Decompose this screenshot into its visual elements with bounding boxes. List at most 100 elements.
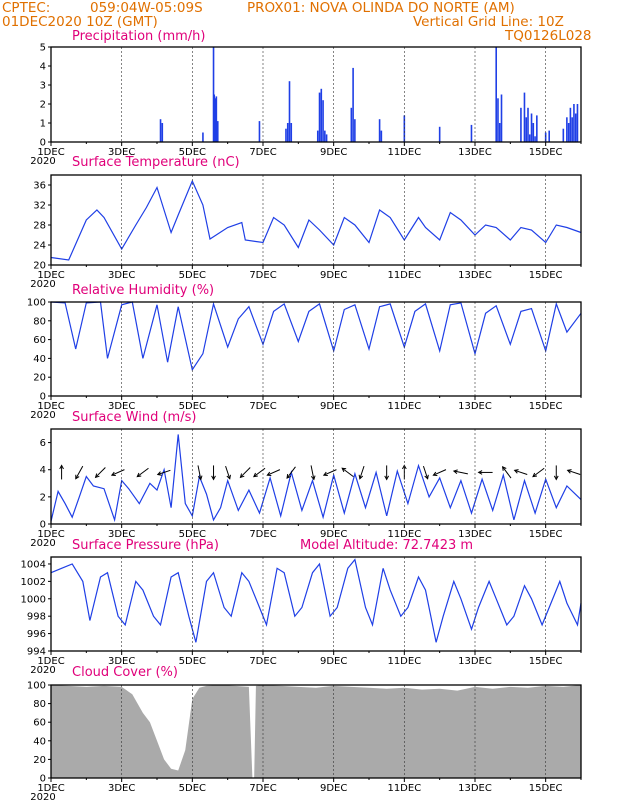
precip-bar bbox=[214, 98, 217, 142]
precip-bar bbox=[322, 100, 324, 142]
wind-arrow-head bbox=[59, 464, 64, 470]
cloud-title: Cloud Cover (%) bbox=[72, 665, 178, 680]
wind-arrow bbox=[111, 469, 125, 476]
precip-bar bbox=[497, 98, 499, 142]
y-tick-label: 998 bbox=[27, 612, 46, 623]
precip-bar bbox=[354, 119, 356, 142]
panel-frame bbox=[50, 556, 582, 652]
precip-bar bbox=[324, 130, 326, 142]
wind-arrow-head bbox=[310, 475, 316, 481]
header-date: 01DEC2020 10Z (GMT) bbox=[2, 14, 158, 30]
humidity-title: Relative Humidity (%) bbox=[72, 283, 215, 298]
precip-bar bbox=[544, 132, 547, 142]
wind-arrow bbox=[225, 465, 231, 479]
x-tick-label: 1DEC bbox=[37, 270, 64, 281]
header-coords: 059:04W-05:09S bbox=[90, 0, 203, 16]
x-tick-label: 9DEC bbox=[320, 783, 347, 794]
x-tick-label: 13DEC bbox=[458, 401, 492, 412]
x-tick-label: 9DEC bbox=[320, 270, 347, 281]
wind-arrow-head bbox=[322, 471, 328, 477]
wind-arrow bbox=[341, 467, 354, 478]
precip-bar bbox=[566, 117, 568, 142]
wind-arrow bbox=[453, 470, 468, 475]
precip-bar bbox=[495, 47, 497, 142]
precip-bar bbox=[574, 113, 577, 142]
wind-arrow bbox=[240, 467, 251, 478]
precip-bar bbox=[215, 96, 218, 142]
x-tick-label: 15DEC bbox=[529, 147, 563, 158]
wind-arrow-head bbox=[94, 473, 100, 479]
series-line-4 bbox=[50, 558, 582, 643]
y-tick-label: 40 bbox=[33, 354, 46, 365]
y-tick-label: 1002 bbox=[21, 577, 46, 588]
x-tick-label: 5DEC bbox=[179, 783, 206, 794]
series-line-3 bbox=[50, 434, 582, 523]
wind-arrow bbox=[532, 467, 545, 478]
y-tick-label: 20 bbox=[33, 373, 46, 384]
x-tick-label: 11DEC bbox=[387, 783, 421, 794]
wind-arrow-head bbox=[286, 473, 291, 479]
x-tick-label: 9DEC bbox=[320, 529, 347, 540]
y-tick-label: 994 bbox=[27, 647, 46, 658]
y-tick-label: 20 bbox=[33, 261, 46, 272]
precip-bar bbox=[320, 88, 323, 142]
precip-bar bbox=[316, 130, 319, 142]
wind-arrow-head bbox=[197, 475, 203, 481]
x-tick-label: 7DEC bbox=[249, 529, 276, 540]
y-tick-label: 1000 bbox=[21, 594, 46, 605]
x-tick-label: 11DEC bbox=[387, 147, 421, 158]
x-tick-label: 15DEC bbox=[529, 529, 563, 540]
panel-frame bbox=[50, 428, 582, 525]
y-tick-label: 80 bbox=[33, 699, 46, 710]
y-tick-label: 3 bbox=[40, 81, 46, 92]
header-grid-note: Vertical Grid Line: 10Z bbox=[413, 14, 564, 30]
wind-arrow-head bbox=[211, 475, 216, 481]
precip-bar bbox=[216, 121, 219, 142]
precip-bar bbox=[159, 119, 162, 142]
y-tick-label: 4 bbox=[40, 62, 46, 73]
wind-arrow-head bbox=[358, 474, 364, 480]
y-tick-label: 0 bbox=[40, 774, 46, 785]
wind-arrow bbox=[433, 469, 447, 476]
x-tick-label: 3DEC bbox=[108, 401, 135, 412]
panel-frame bbox=[50, 174, 582, 266]
y-tick-label: 4 bbox=[40, 465, 46, 476]
x-tick-label: 3DEC bbox=[108, 783, 135, 794]
x-tick-label: 15DEC bbox=[529, 783, 563, 794]
header-code: TQ0126L028 bbox=[505, 28, 592, 44]
x-tick-label: 7DEC bbox=[249, 147, 276, 158]
x-tick-label: 5DEC bbox=[179, 529, 206, 540]
pressure-title: Surface Pressure (hPa) bbox=[72, 538, 219, 553]
precip-bar bbox=[258, 121, 261, 142]
y-tick-label: 80 bbox=[33, 316, 46, 327]
y-tick-label: 60 bbox=[33, 335, 46, 346]
x-tick-label: 9DEC bbox=[320, 401, 347, 412]
wind-arrow bbox=[95, 467, 106, 478]
precip-bar bbox=[576, 104, 579, 142]
x-tick-label: 13DEC bbox=[458, 270, 492, 281]
x-tick-label: 11DEC bbox=[387, 656, 421, 667]
precip-bar bbox=[527, 107, 529, 142]
x-tick-label: 1DEC bbox=[37, 783, 64, 794]
y-tick-label: 32 bbox=[33, 201, 46, 212]
year-label: 2020 bbox=[30, 792, 55, 800]
y-tick-label: 0 bbox=[40, 138, 46, 149]
wind-arrow-head bbox=[341, 467, 347, 473]
x-tick-label: 7DEC bbox=[249, 270, 276, 281]
wind-arrow-head bbox=[532, 472, 538, 478]
wind-arrow bbox=[267, 469, 281, 476]
precip-bar bbox=[562, 128, 565, 142]
y-tick-label: 1 bbox=[40, 119, 46, 130]
x-tick-label: 1DEC bbox=[37, 656, 64, 667]
y-tick-label: 40 bbox=[33, 736, 46, 747]
precip-bar bbox=[573, 104, 575, 142]
wind-arrow-head bbox=[136, 472, 142, 478]
precip-bar bbox=[438, 126, 441, 142]
precip-bar bbox=[530, 113, 533, 142]
header-location: PROX01: NOVA OLINDA DO NORTE (AM) bbox=[247, 0, 515, 16]
year-label: 2020 bbox=[30, 156, 55, 167]
temperature-title: Surface Temperature (nC) bbox=[72, 155, 240, 170]
wind-arrow bbox=[502, 466, 512, 479]
x-tick-label: 3DEC bbox=[108, 147, 135, 158]
